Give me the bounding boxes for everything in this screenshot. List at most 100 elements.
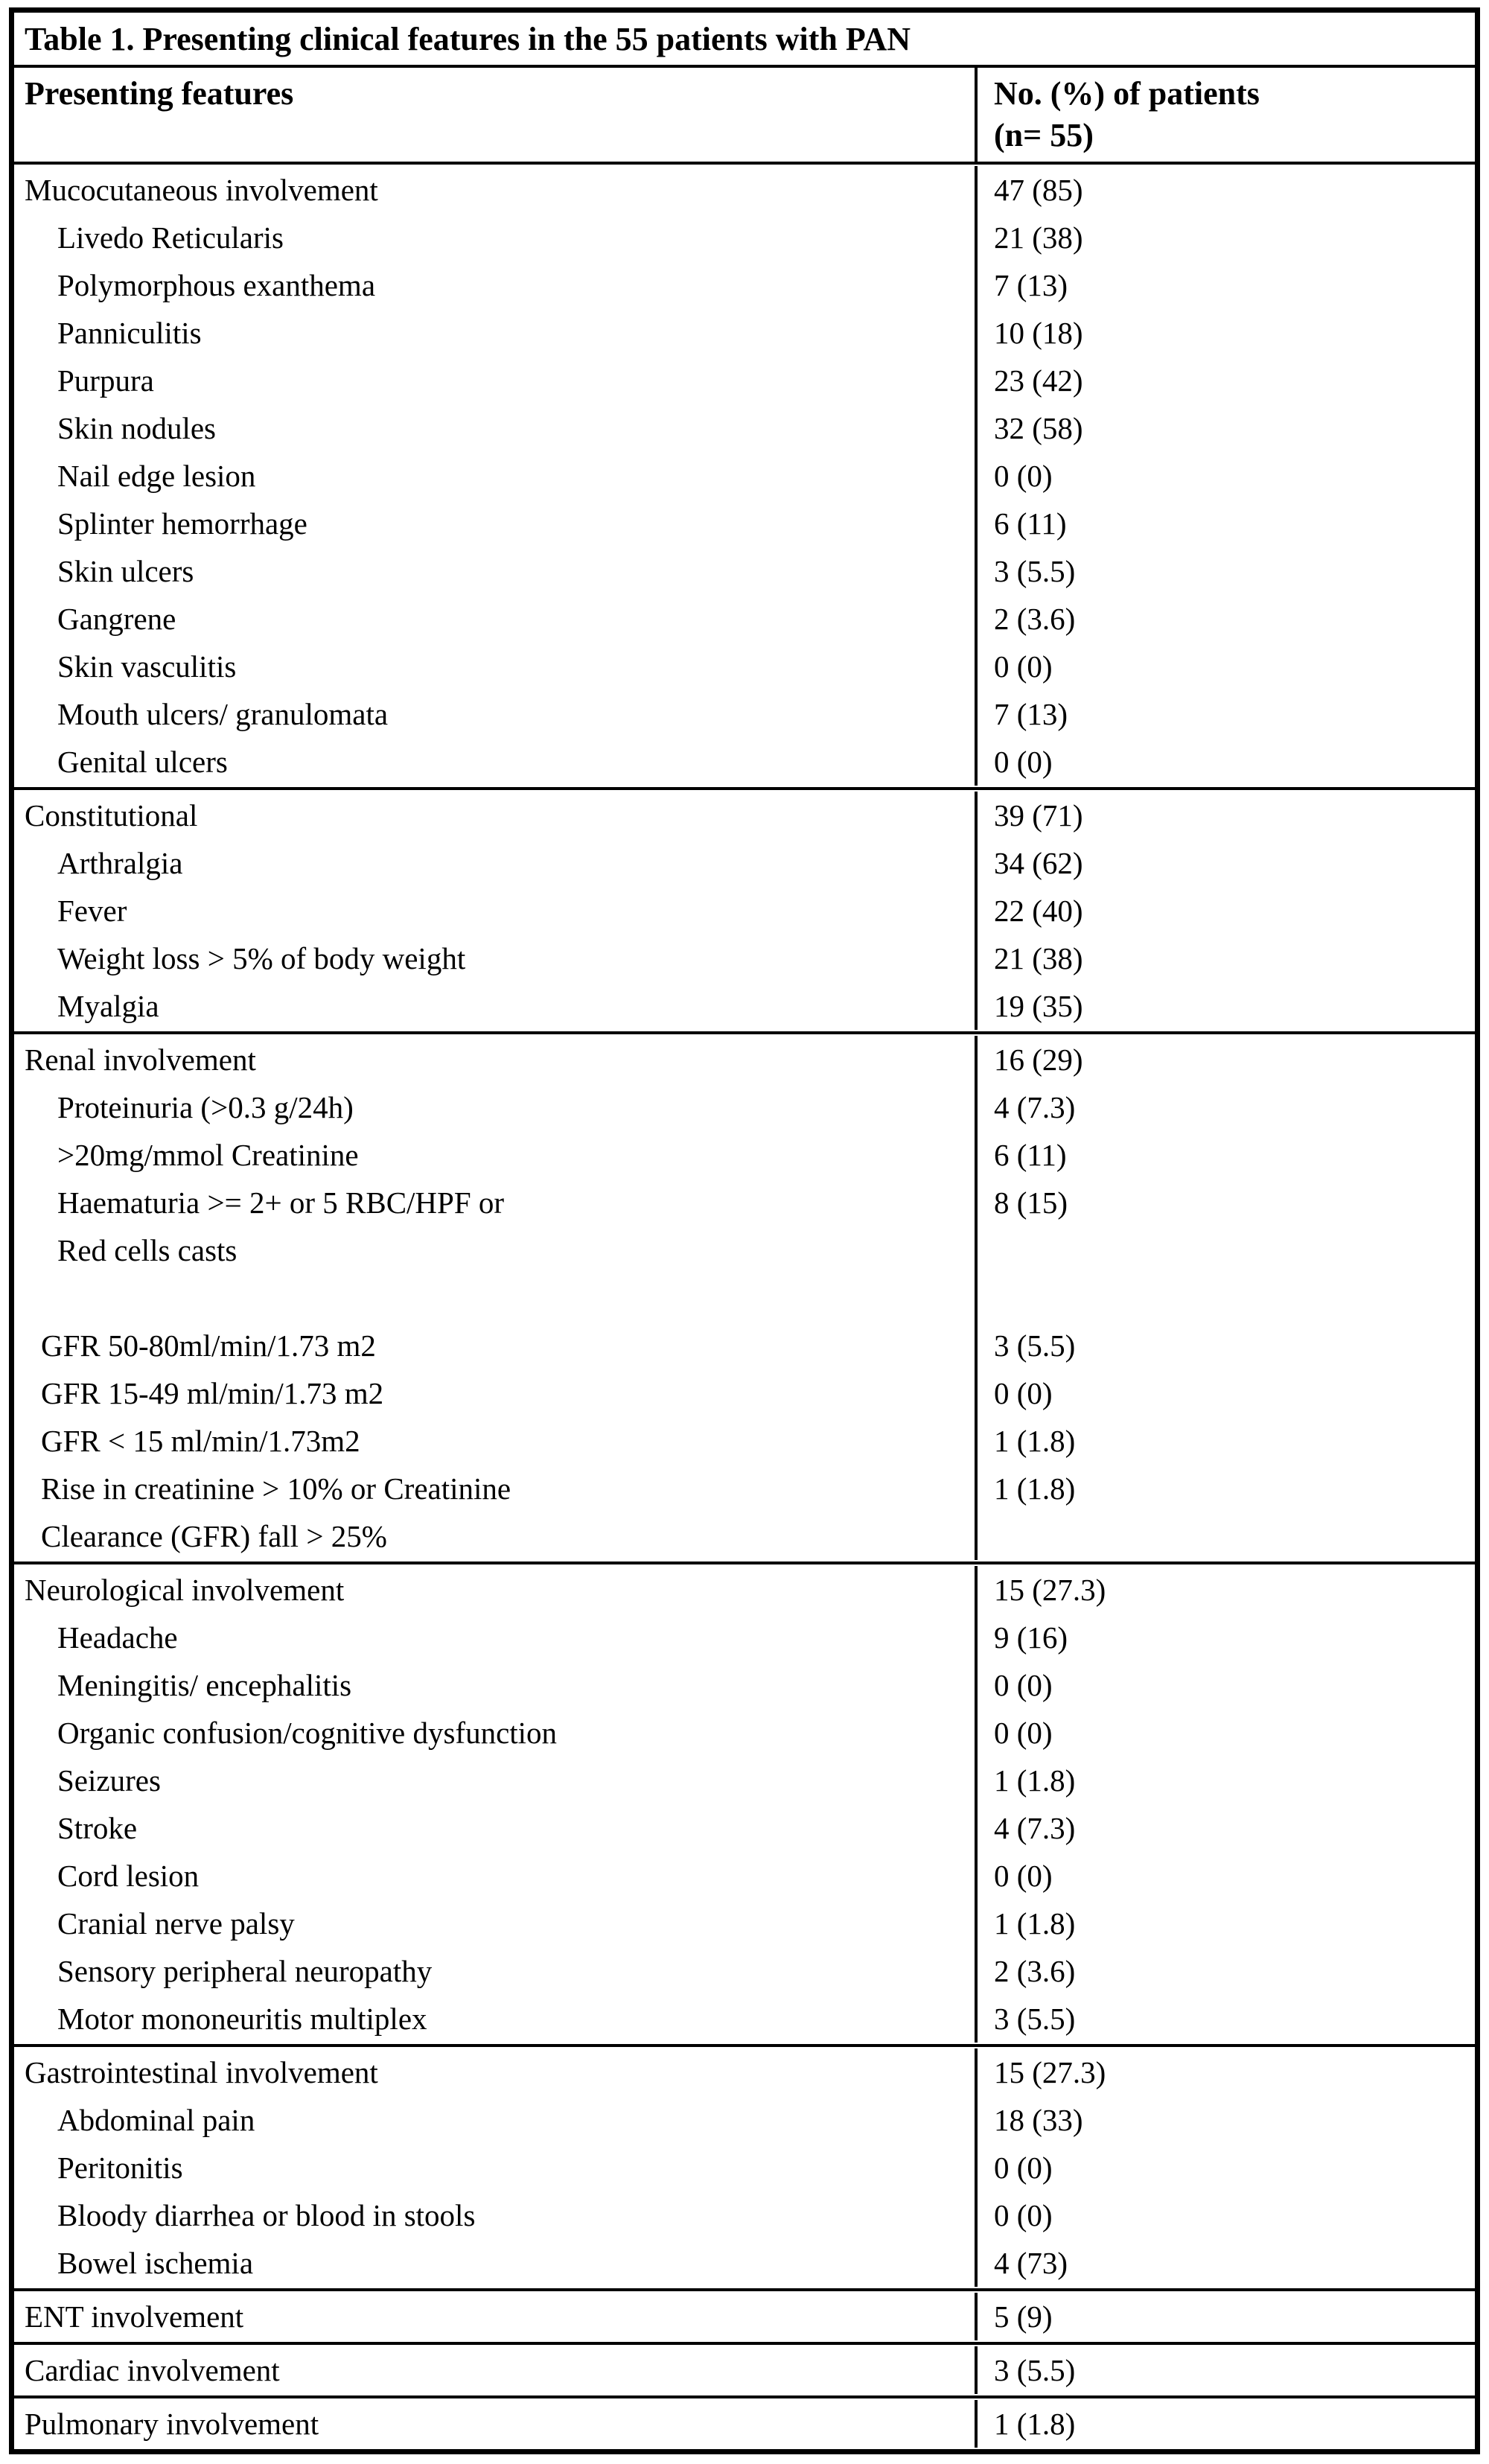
- patient-count-value: 0 (0): [975, 1661, 1475, 1709]
- table-row: Red cells casts: [14, 1226, 1475, 1274]
- feature-label: Haematuria >= 2+ or 5 RBC/HPF or: [57, 1185, 505, 1220]
- feature-label: GFR 15-49 ml/min/1.73 m2: [41, 1376, 384, 1410]
- patient-count-value: 32 (58): [975, 404, 1475, 452]
- feature-label: Purpura: [57, 363, 154, 398]
- feature-label: Splinter hemorrhage: [57, 506, 307, 541]
- table-title: Table 1. Presenting clinical features in…: [14, 13, 1475, 68]
- feature-label: GFR < 15 ml/min/1.73m2: [41, 1424, 360, 1458]
- patient-count-value: 6 (11): [975, 500, 1475, 547]
- feature-label: Headache: [57, 1620, 178, 1655]
- patient-count-value: 1 (1.8): [975, 1417, 1475, 1465]
- feature-label: Fever: [57, 894, 127, 928]
- patient-count-value: 4 (7.3): [975, 1083, 1475, 1131]
- table-section: ENT involvement 5 (9): [14, 2291, 1475, 2345]
- table-row: Nail edge lesion 0 (0): [14, 452, 1475, 500]
- table-row: Bowel ischemia 4 (73): [14, 2239, 1475, 2287]
- feature-label: Constitutional: [25, 798, 198, 833]
- patient-count-value: 0 (0): [975, 1709, 1475, 1757]
- patient-count-value: 9 (16): [975, 1614, 1475, 1661]
- patient-count-value: 19 (35): [975, 982, 1475, 1030]
- table-row: Purpura 23 (42): [14, 357, 1475, 404]
- table-row: Gastrointestinal involvement 15 (27.3): [14, 2048, 1475, 2096]
- table-row: [14, 1274, 1475, 1322]
- feature-label: Cord lesion: [57, 1859, 200, 1893]
- feature-label: Mucocutaneous involvement: [25, 173, 378, 207]
- patient-count-value: 1 (1.8): [975, 1900, 1475, 1947]
- patient-count-value: 21 (38): [975, 214, 1475, 261]
- table-row: Skin nodules 32 (58): [14, 404, 1475, 452]
- table-row: GFR 15-49 ml/min/1.73 m2 0 (0): [14, 1369, 1475, 1417]
- table-row: Seizures 1 (1.8): [14, 1757, 1475, 1804]
- table-row: Mucocutaneous involvement 47 (85): [14, 166, 1475, 214]
- patient-count-value: [975, 1226, 1475, 1274]
- patient-count-value: 21 (38): [975, 935, 1475, 982]
- column-header-presenting-features: Presenting features: [25, 75, 294, 112]
- patient-count-value: 16 (29): [975, 1036, 1475, 1083]
- table-body: Mucocutaneous involvement 47 (85) Livedo R…: [14, 165, 1475, 2449]
- table-section: Mucocutaneous involvement 47 (85) Livedo R…: [14, 165, 1475, 790]
- feature-label: Cardiac involvement: [25, 2353, 280, 2387]
- column-header-patient-count-line2: (n= 55): [994, 117, 1094, 153]
- table-row: Pulmonary involvement 1 (1.8): [14, 2400, 1475, 2448]
- patient-count-value: 2 (3.6): [975, 1947, 1475, 1995]
- patient-count-value: 0 (0): [975, 643, 1475, 690]
- table-row: Constitutional 39 (71): [14, 792, 1475, 839]
- feature-label: Arthralgia: [57, 846, 183, 880]
- table-row: Meningitis/ encephalitis 0 (0): [14, 1661, 1475, 1709]
- table-row: Rise in creatinine > 10% or Creatinine 1 …: [14, 1465, 1475, 1512]
- table-row: GFR < 15 ml/min/1.73m2 1 (1.8): [14, 1417, 1475, 1465]
- feature-label: Bloody diarrhea or blood in stools: [57, 2198, 476, 2232]
- patient-count-value: 0 (0): [975, 1369, 1475, 1417]
- patient-count-value: 3 (5.5): [975, 1322, 1475, 1369]
- table-section: Neurological involvement 15 (27.3) Headach…: [14, 1564, 1475, 2047]
- feature-label: Stroke: [57, 1811, 138, 1845]
- patient-count-value: 15 (27.3): [975, 1566, 1475, 1614]
- table-row: Skin ulcers 3 (5.5): [14, 547, 1475, 595]
- feature-label: Skin vasculitis: [57, 649, 237, 684]
- feature-label: Nail edge lesion: [57, 459, 256, 493]
- feature-label: Neurological involvement: [25, 1573, 345, 1607]
- table-row: >20mg/mmol Creatinine 6 (11): [14, 1131, 1475, 1179]
- feature-label: Myalgia: [57, 989, 159, 1023]
- feature-label: Meningitis/ encephalitis: [57, 1668, 352, 1702]
- patient-count-value: 0 (0): [975, 1852, 1475, 1900]
- feature-label: Skin ulcers: [57, 554, 194, 588]
- patient-count-value: 2 (3.6): [975, 595, 1475, 643]
- table-row: Headache 9 (16): [14, 1614, 1475, 1661]
- feature-label: Pulmonary involvement: [25, 2407, 319, 2441]
- table-row: Myalgia 19 (35): [14, 982, 1475, 1030]
- feature-label: Proteinuria (>0.3 g/24h): [57, 1090, 354, 1124]
- patient-count-value: 18 (33): [975, 2096, 1475, 2144]
- feature-label: Clearance (GFR) fall > 25%: [41, 1519, 387, 1553]
- patient-count-value: 0 (0): [975, 452, 1475, 500]
- table-section: Renal involvement 16 (29) Proteinuria (>0.…: [14, 1034, 1475, 1564]
- feature-label: Panniculitis: [57, 316, 202, 350]
- patient-count-value: 23 (42): [975, 357, 1475, 404]
- patient-count-value: 47 (85): [975, 166, 1475, 214]
- table-row: Bloody diarrhea or blood in stools 0 (0): [14, 2191, 1475, 2239]
- patient-count-value: 8 (15): [975, 1179, 1475, 1226]
- patient-count-value: 1 (1.8): [975, 1757, 1475, 1804]
- feature-label: Skin nodules: [57, 411, 216, 445]
- feature-label: Livedo Reticularis: [57, 220, 284, 255]
- feature-label: GFR 50-80ml/min/1.73 m2: [41, 1328, 376, 1363]
- table-row: Clearance (GFR) fall > 25%: [14, 1512, 1475, 1560]
- table-row: Cardiac involvement 3 (5.5): [14, 2346, 1475, 2394]
- patient-count-value: 15 (27.3): [975, 2048, 1475, 2096]
- patient-count-value: 4 (73): [975, 2239, 1475, 2287]
- feature-label: Organic confusion/cognitive dysfunction: [57, 1716, 558, 1750]
- table-row: Cord lesion 0 (0): [14, 1852, 1475, 1900]
- table-section: Constitutional 39 (71) Arthralgia 34 (62) Fe…: [14, 790, 1475, 1034]
- table-row: Skin vasculitis 0 (0): [14, 643, 1475, 690]
- feature-label: Polymorphous exanthema: [57, 268, 376, 302]
- table-row: Panniculitis 10 (18): [14, 309, 1475, 357]
- table-row: GFR 50-80ml/min/1.73 m2 3 (5.5): [14, 1322, 1475, 1369]
- table-row: Polymorphous exanthema 7 (13): [14, 261, 1475, 309]
- table-row: Neurological involvement 15 (27.3): [14, 1566, 1475, 1614]
- table-section: Gastrointestinal involvement 15 (27.3) Abd…: [14, 2047, 1475, 2291]
- table-row: Arthralgia 34 (62): [14, 839, 1475, 887]
- table-row: Weight loss > 5% of body weight 21 (38): [14, 935, 1475, 982]
- patient-count-value: 39 (71): [975, 792, 1475, 839]
- table-row: Genital ulcers 0 (0): [14, 738, 1475, 786]
